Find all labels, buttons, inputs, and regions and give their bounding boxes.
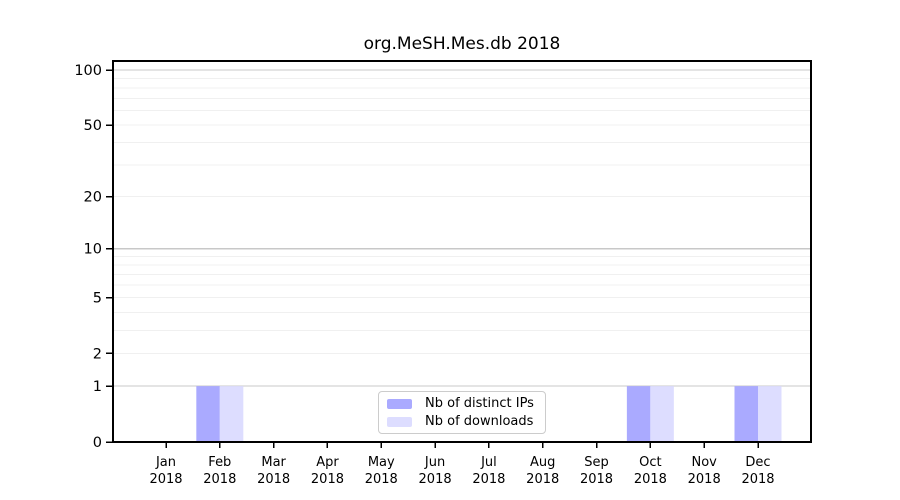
legend-label-downloads: Nb of downloads bbox=[425, 414, 534, 429]
plot-border bbox=[112, 60, 812, 443]
x-tick-label-month: Jun bbox=[424, 455, 445, 470]
x-tick-label-year: 2018 bbox=[688, 472, 721, 487]
x-tick-label-month: Aug bbox=[530, 455, 555, 470]
bar-downloads-oct bbox=[650, 386, 674, 442]
x-tick-label-year: 2018 bbox=[257, 472, 290, 487]
bar-downloads-dec bbox=[758, 386, 782, 442]
x-tick-label-month: Feb bbox=[208, 455, 231, 470]
bar-distinct-ips-feb bbox=[196, 386, 220, 442]
y-tick-label: 10 bbox=[84, 242, 102, 258]
legend-item-distinct-ips: Nb of distinct IPs bbox=[387, 396, 545, 411]
x-tick-label-year: 2018 bbox=[149, 472, 182, 487]
legend-label-distinct-ips: Nb of distinct IPs bbox=[425, 396, 534, 411]
x-tick-label-year: 2018 bbox=[311, 472, 344, 487]
x-tick-label-year: 2018 bbox=[526, 472, 559, 487]
x-tick-label-month: Jul bbox=[480, 455, 497, 470]
x-tick-label-month: Mar bbox=[261, 455, 286, 470]
legend: Nb of distinct IPs Nb of downloads bbox=[378, 391, 546, 434]
legend-swatch-downloads bbox=[387, 416, 412, 427]
bar-downloads-feb bbox=[219, 386, 244, 442]
x-tick-label-month: Oct bbox=[639, 455, 661, 470]
y-tick-label: 100 bbox=[74, 63, 102, 79]
x-tick-label-month: Nov bbox=[691, 455, 717, 470]
x-tick-label-year: 2018 bbox=[741, 472, 774, 487]
y-tick-label: 0 bbox=[93, 435, 102, 451]
x-tick-label-year: 2018 bbox=[365, 472, 398, 487]
x-tick-label-year: 2018 bbox=[419, 472, 452, 487]
x-tick-label-month: Jan bbox=[155, 455, 176, 470]
legend-item-downloads: Nb of downloads bbox=[387, 414, 545, 429]
x-tick-label-month: Sep bbox=[584, 455, 609, 470]
x-tick-label-year: 2018 bbox=[203, 472, 236, 487]
bar-distinct-ips-oct bbox=[626, 386, 651, 442]
bar-distinct-ips-dec bbox=[734, 386, 758, 442]
x-tick-label-month: Apr bbox=[316, 455, 339, 470]
x-tick-label-year: 2018 bbox=[580, 472, 613, 487]
y-tick-label: 2 bbox=[93, 346, 102, 362]
y-tick-label: 50 bbox=[84, 118, 102, 134]
x-tick-label-year: 2018 bbox=[634, 472, 667, 487]
x-tick-label-month: Dec bbox=[745, 455, 770, 470]
y-tick-label: 5 bbox=[93, 291, 102, 307]
y-tick-label: 20 bbox=[84, 190, 102, 206]
x-tick-label-year: 2018 bbox=[472, 472, 505, 487]
chart-title: org.MeSH.Mes.db 2018 bbox=[363, 34, 561, 54]
y-tick-label: 1 bbox=[93, 379, 102, 395]
x-tick-label-month: May bbox=[368, 455, 395, 470]
legend-swatch-distinct-ips bbox=[387, 398, 412, 409]
